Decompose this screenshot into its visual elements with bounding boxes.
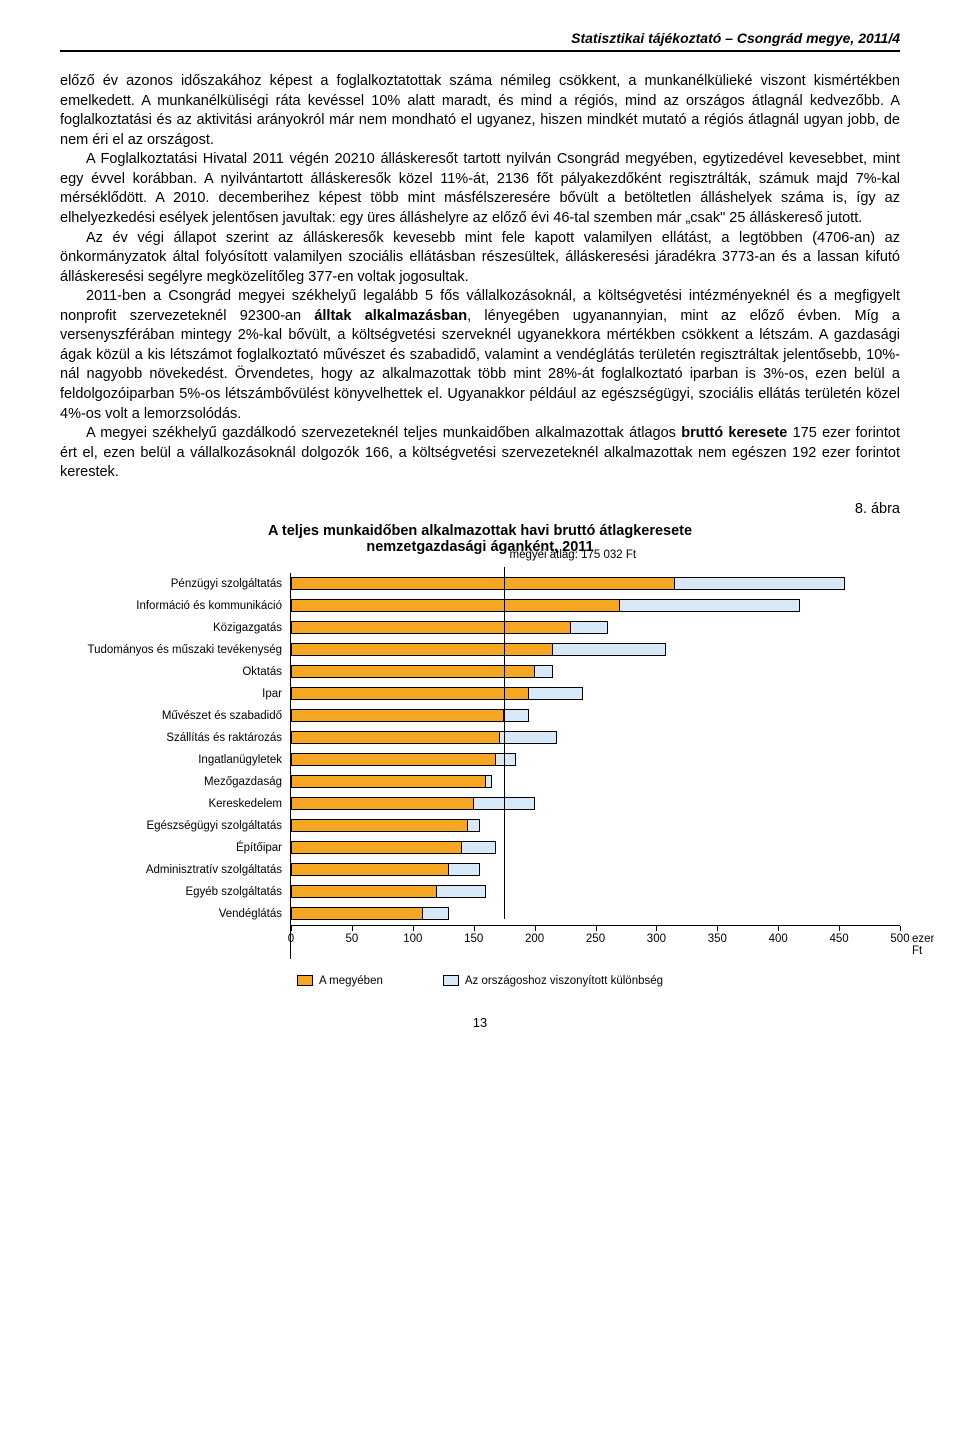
category-label: Adminisztratív szolgáltatás [60, 859, 290, 881]
bar-county [291, 753, 496, 766]
chart-row: Építőipar [60, 837, 900, 859]
axis-tick-label: 250 [586, 933, 605, 945]
bar-county [291, 621, 571, 634]
chart-row: Közigazgatás [60, 617, 900, 639]
chart-row: Ipar [60, 683, 900, 705]
bar-county [291, 731, 500, 744]
legend-swatch [297, 975, 313, 986]
chart-title: A teljes munkaidőben alkalmazottak havi … [60, 523, 900, 555]
category-label: Ipar [60, 683, 290, 705]
row-plot [290, 837, 900, 859]
axis-tick-label: 150 [464, 933, 483, 945]
chart-row: Szállítás és raktározás [60, 727, 900, 749]
category-label: Pénzügyi szolgáltatás [60, 573, 290, 595]
category-label: Közigazgatás [60, 617, 290, 639]
chart-legend: A megyében Az országoshoz viszonyított kü… [60, 975, 900, 987]
row-plot [290, 705, 900, 727]
chart-row: Adminisztratív szolgáltatás [60, 859, 900, 881]
row-plot [290, 815, 900, 837]
chart-row: Oktatás [60, 661, 900, 683]
legend-item: Az országoshoz viszonyított különbség [443, 975, 663, 987]
paragraph: előző év azonos időszakához képest a fog… [60, 72, 900, 150]
axis-tick-label: 500 [890, 933, 909, 945]
category-label: Ingatlanügyletek [60, 749, 290, 771]
chart-row: Mezőgazdaság [60, 771, 900, 793]
bar-county [291, 577, 675, 590]
axis-tick-label: 300 [647, 933, 666, 945]
chart-row: Pénzügyi szolgáltatás [60, 573, 900, 595]
legend-label: Az országoshoz viszonyított különbség [465, 975, 663, 987]
axis-tick-label: 50 [345, 933, 358, 945]
row-plot [290, 639, 900, 661]
row-plot [290, 727, 900, 749]
bar-county [291, 841, 462, 854]
chart-row: Információ és kommunikáció [60, 595, 900, 617]
axis-tick-label: 200 [525, 933, 544, 945]
category-label: Vendéglátás [60, 903, 290, 925]
axis-tick-label: 400 [769, 933, 788, 945]
category-label: Tudományos és műszaki tevékenység [60, 639, 290, 661]
row-plot [290, 903, 900, 925]
paragraph: Az év végi állapot szerint az álláskeres… [60, 229, 900, 288]
chart-row: Kereskedelem [60, 793, 900, 815]
bar-chart: Pénzügyi szolgáltatásInformáció és kommu… [60, 567, 900, 959]
bar-county [291, 819, 468, 832]
legend-label: A megyében [319, 975, 383, 987]
bar-county [291, 775, 486, 788]
row-plot [290, 617, 900, 639]
row-plot [290, 661, 900, 683]
bar-county [291, 643, 553, 656]
row-plot [290, 683, 900, 705]
row-plot [290, 771, 900, 793]
header-rule [60, 50, 900, 52]
row-plot [290, 793, 900, 815]
chart-row: Vendéglátás [60, 903, 900, 925]
chart-row: Művészet és szabadidő [60, 705, 900, 727]
bar-county [291, 599, 620, 612]
bar-county [291, 885, 437, 898]
chart-row: Tudományos és műszaki tevékenység [60, 639, 900, 661]
row-plot [290, 749, 900, 771]
bar-county [291, 797, 474, 810]
row-plot [290, 573, 900, 595]
axis-tick-label: 350 [708, 933, 727, 945]
bar-county [291, 709, 504, 722]
row-plot [290, 881, 900, 903]
bar-county [291, 863, 449, 876]
body-text: előző év azonos időszakához képest a fog… [60, 72, 900, 483]
category-label: Művészet és szabadidő [60, 705, 290, 727]
category-label: Építőipar [60, 837, 290, 859]
axis-tick-label: 0 [288, 933, 294, 945]
legend-item: A megyében [297, 975, 383, 987]
row-plot [290, 859, 900, 881]
category-label: Kereskedelem [60, 793, 290, 815]
bar-county [291, 687, 529, 700]
chart-row: Ingatlanügyletek [60, 749, 900, 771]
paragraph: 2011-ben a Csongrád megyei székhelyű leg… [60, 287, 900, 424]
paragraph: A megyei székhelyű gazdálkodó szervezete… [60, 424, 900, 483]
bar-county [291, 665, 535, 678]
row-plot [290, 595, 900, 617]
bar-county [291, 907, 423, 920]
page-header: Statisztikai tájékoztató – Csongrád megy… [60, 30, 900, 46]
axis-tick-label: 100 [403, 933, 422, 945]
axis-unit: ezer Ft [912, 933, 934, 957]
chart-row: Egészségügyi szolgáltatás [60, 815, 900, 837]
page-number: 13 [60, 1015, 900, 1030]
category-label: Egészségügyi szolgáltatás [60, 815, 290, 837]
figure-label: 8. ábra [60, 501, 900, 517]
legend-swatch [443, 975, 459, 986]
category-label: Egyéb szolgáltatás [60, 881, 290, 903]
category-label: Oktatás [60, 661, 290, 683]
chart-row: Egyéb szolgáltatás [60, 881, 900, 903]
axis-tick-label: 450 [830, 933, 849, 945]
category-label: Mezőgazdaság [60, 771, 290, 793]
paragraph: A Foglalkoztatási Hivatal 2011 végén 202… [60, 150, 900, 228]
category-label: Szállítás és raktározás [60, 727, 290, 749]
category-label: Információ és kommunikáció [60, 595, 290, 617]
